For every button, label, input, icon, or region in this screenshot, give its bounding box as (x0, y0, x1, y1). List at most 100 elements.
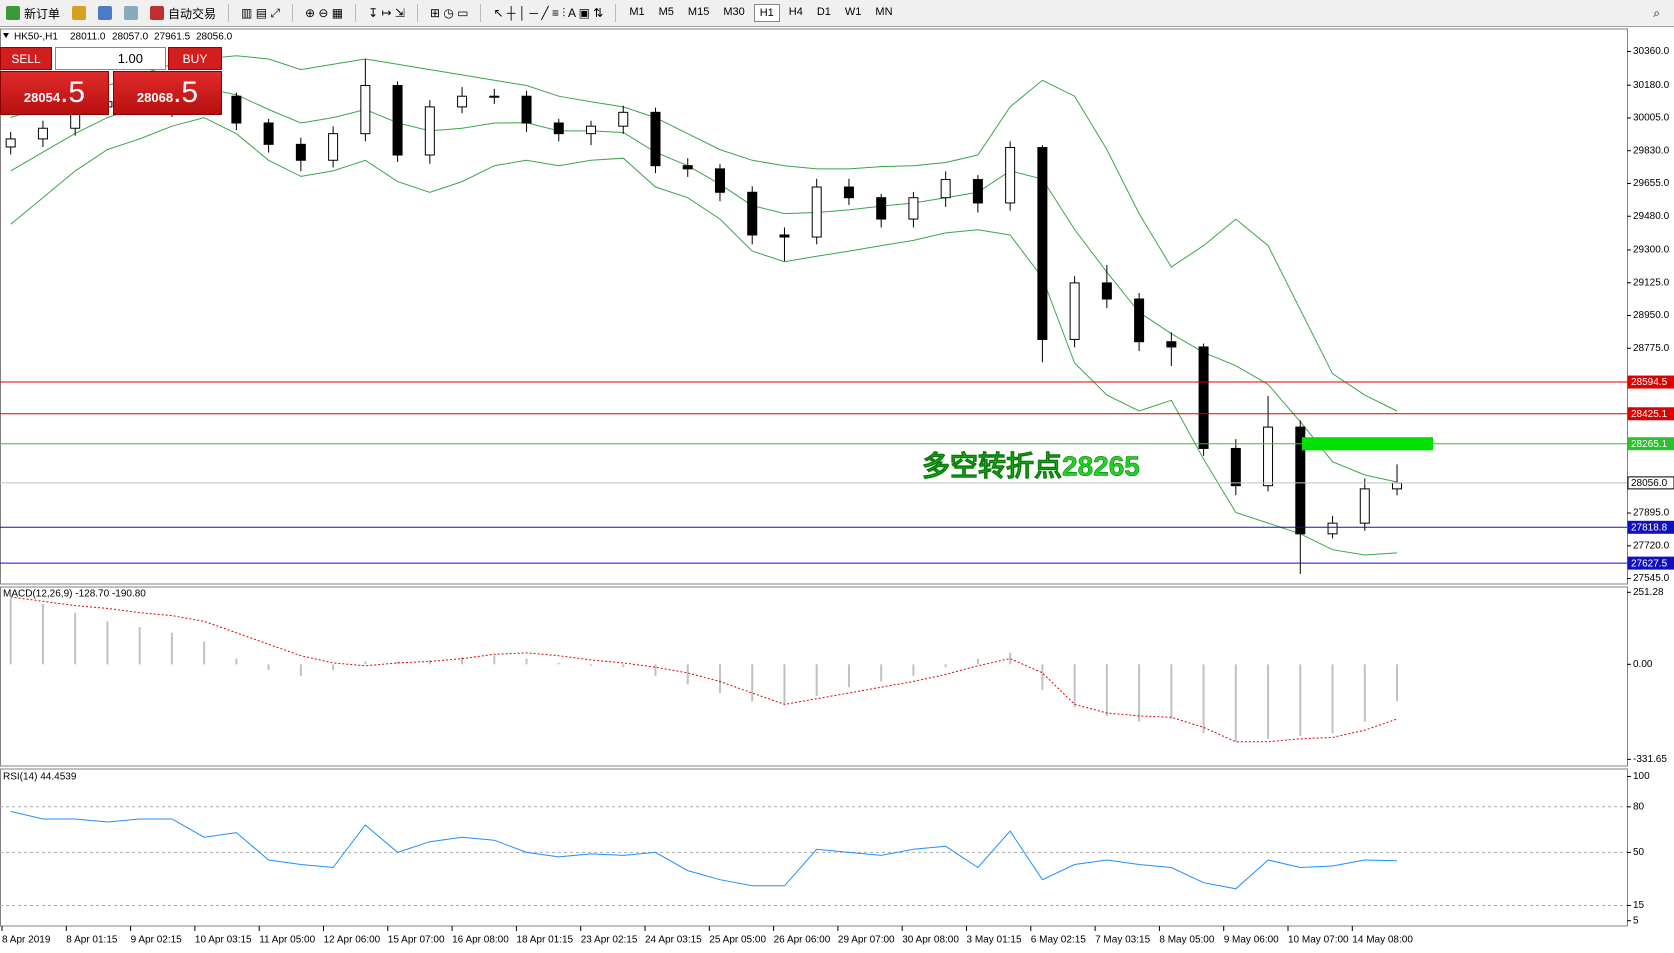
x-tick-label: 8 Apr 01:15 (66, 935, 118, 946)
auto-trading-button[interactable]: 自动交易 (144, 5, 222, 22)
separator (480, 4, 482, 22)
auto-trading-label: 自动交易 (168, 6, 217, 21)
y-tick-label: 50 (1633, 847, 1645, 858)
x-tick-label: 15 Apr 07:00 (388, 935, 445, 946)
candle-body (908, 197, 919, 220)
tool-button[interactable]: ⊞ ◷ ▭ (429, 6, 469, 20)
y-tick-label: 29300.0 (1633, 245, 1670, 256)
y-tick-label: 100 (1633, 771, 1650, 782)
candle-body (5, 138, 16, 148)
y-tick-label: 0.00 (1633, 659, 1653, 670)
y-tick-label: 27545.0 (1633, 573, 1670, 584)
candle-body (1359, 488, 1370, 524)
y-tick-label: 28775.0 (1633, 343, 1670, 354)
ohlc-info: 28011.0 (70, 32, 106, 43)
candle-body (811, 186, 822, 238)
ask-price[interactable]: 28068.5 (113, 71, 222, 115)
one-click-trading-panel: SELL 1.00 BUY 28054.5 28068.5 (0, 47, 222, 115)
timeframe-button[interactable]: M1 (629, 6, 645, 18)
bid-price[interactable]: 28054.5 (0, 71, 109, 115)
icon (150, 6, 165, 20)
candle-body (392, 85, 403, 156)
bid-price-pips: .5 (60, 76, 86, 109)
bollinger-band (10, 117, 1398, 556)
indicator-title: RSI(14) 44.4539 (3, 772, 77, 783)
timeframe-button[interactable]: M5 (658, 6, 674, 18)
timeframe-button[interactable]: MN (875, 6, 893, 18)
tool-button[interactable] (66, 6, 92, 20)
toolbar: 新订单 自动交易 ▥ ▤ ⤢ ⊕ ⊖ ▦ ↧ ↦ ⇲ ⊞ ◷ ▭ ↖ ┼ │ ─… (0, 0, 1674, 27)
timeframe-button[interactable]: D1 (816, 6, 831, 18)
tool-button[interactable]: ↖ ┼ │ ─ ╱ ≡ ⫶ A ▣ ⇅ (493, 5, 604, 20)
y-tick-label: 29480.0 (1633, 211, 1670, 222)
bollinger-band (10, 55, 1398, 412)
x-tick-label: 23 Apr 02:15 (581, 935, 638, 946)
candle-body (1198, 346, 1209, 449)
tool-button[interactable]: ↧ ↦ ⇲ (368, 6, 405, 20)
new-order-button[interactable]: 新订单 (0, 5, 66, 22)
candle-body (489, 95, 500, 98)
timeframe-button[interactable]: M15 (687, 6, 710, 18)
icon (6, 6, 20, 20)
level-label: 28425.1 (1631, 409, 1668, 420)
y-tick-label: 29125.0 (1633, 277, 1670, 288)
x-tick-label: 12 Apr 06:00 (324, 935, 381, 946)
y-tick-label: 15 (1633, 900, 1645, 911)
x-tick-label: 14 May 08:00 (1352, 935, 1413, 946)
sell-button[interactable]: SELL (0, 47, 52, 70)
indicator-title: MACD(12,26,9) -128.70 -190.80 (3, 589, 146, 600)
y-tick-label: 27720.0 (1633, 540, 1670, 551)
panel-frame (0, 586, 1628, 767)
separator (228, 4, 230, 22)
tool-button[interactable] (92, 6, 118, 20)
lot-input[interactable]: 1.00 (55, 47, 166, 70)
timeframe-button[interactable]: M30 (723, 6, 745, 18)
ohlc-info: 27961.5 (154, 32, 191, 43)
candle-body (263, 122, 274, 145)
candle-body (618, 111, 629, 127)
x-tick-label: 26 Apr 06:00 (774, 935, 831, 946)
timeframe-button[interactable]: W1 (844, 6, 862, 18)
icon (98, 6, 113, 20)
candle-body (37, 127, 48, 140)
buy-button[interactable]: BUY (168, 47, 222, 70)
level-label: 28265.1 (1631, 439, 1668, 450)
new-order-label: 新订单 (24, 6, 61, 21)
level-label-box (1627, 556, 1674, 570)
candle-body (1263, 426, 1274, 487)
icon (72, 6, 87, 20)
x-tick-label: 25 Apr 05:00 (709, 935, 766, 946)
icon (124, 6, 139, 20)
candle-body (1392, 482, 1403, 490)
candle-body (586, 125, 597, 135)
separator (355, 4, 357, 22)
candle-body (876, 197, 887, 220)
tool-button[interactable]: ▥ ▤ ⤢ (241, 5, 280, 20)
x-tick-label: 16 Apr 08:00 (452, 935, 509, 946)
candle-body (1230, 447, 1241, 487)
candle-body (424, 106, 435, 156)
candle-body (1295, 426, 1306, 535)
x-tick-label: 10 May 07:00 (1288, 935, 1349, 946)
ohlc-info: 28057.0 (112, 32, 149, 43)
chart-title: HK50-,H1 (14, 32, 58, 43)
y-tick-label: 30360.0 (1633, 46, 1670, 57)
candle-body (1101, 282, 1112, 300)
timeframe-button[interactable]: H1 (753, 4, 780, 22)
candle-body (360, 85, 371, 135)
tool-button[interactable]: ⊕ ⊖ ▦ (304, 6, 344, 20)
symbol-marker (3, 33, 9, 38)
timeframe-button[interactable]: H4 (788, 6, 803, 18)
x-tick-label: 30 Apr 08:00 (902, 935, 959, 946)
candle-body (521, 95, 532, 124)
candle-body (1166, 341, 1177, 348)
search-icon[interactable]: ⌕ (1653, 5, 1660, 20)
candle-body (1327, 522, 1338, 535)
y-tick-label: 5 (1633, 915, 1639, 926)
rsi-line (10, 810, 1398, 890)
y-tick-label: 29655.0 (1633, 178, 1670, 189)
level-label-box (1627, 520, 1674, 534)
y-tick-label: 28950.0 (1633, 310, 1670, 321)
tool-button[interactable] (118, 6, 144, 20)
